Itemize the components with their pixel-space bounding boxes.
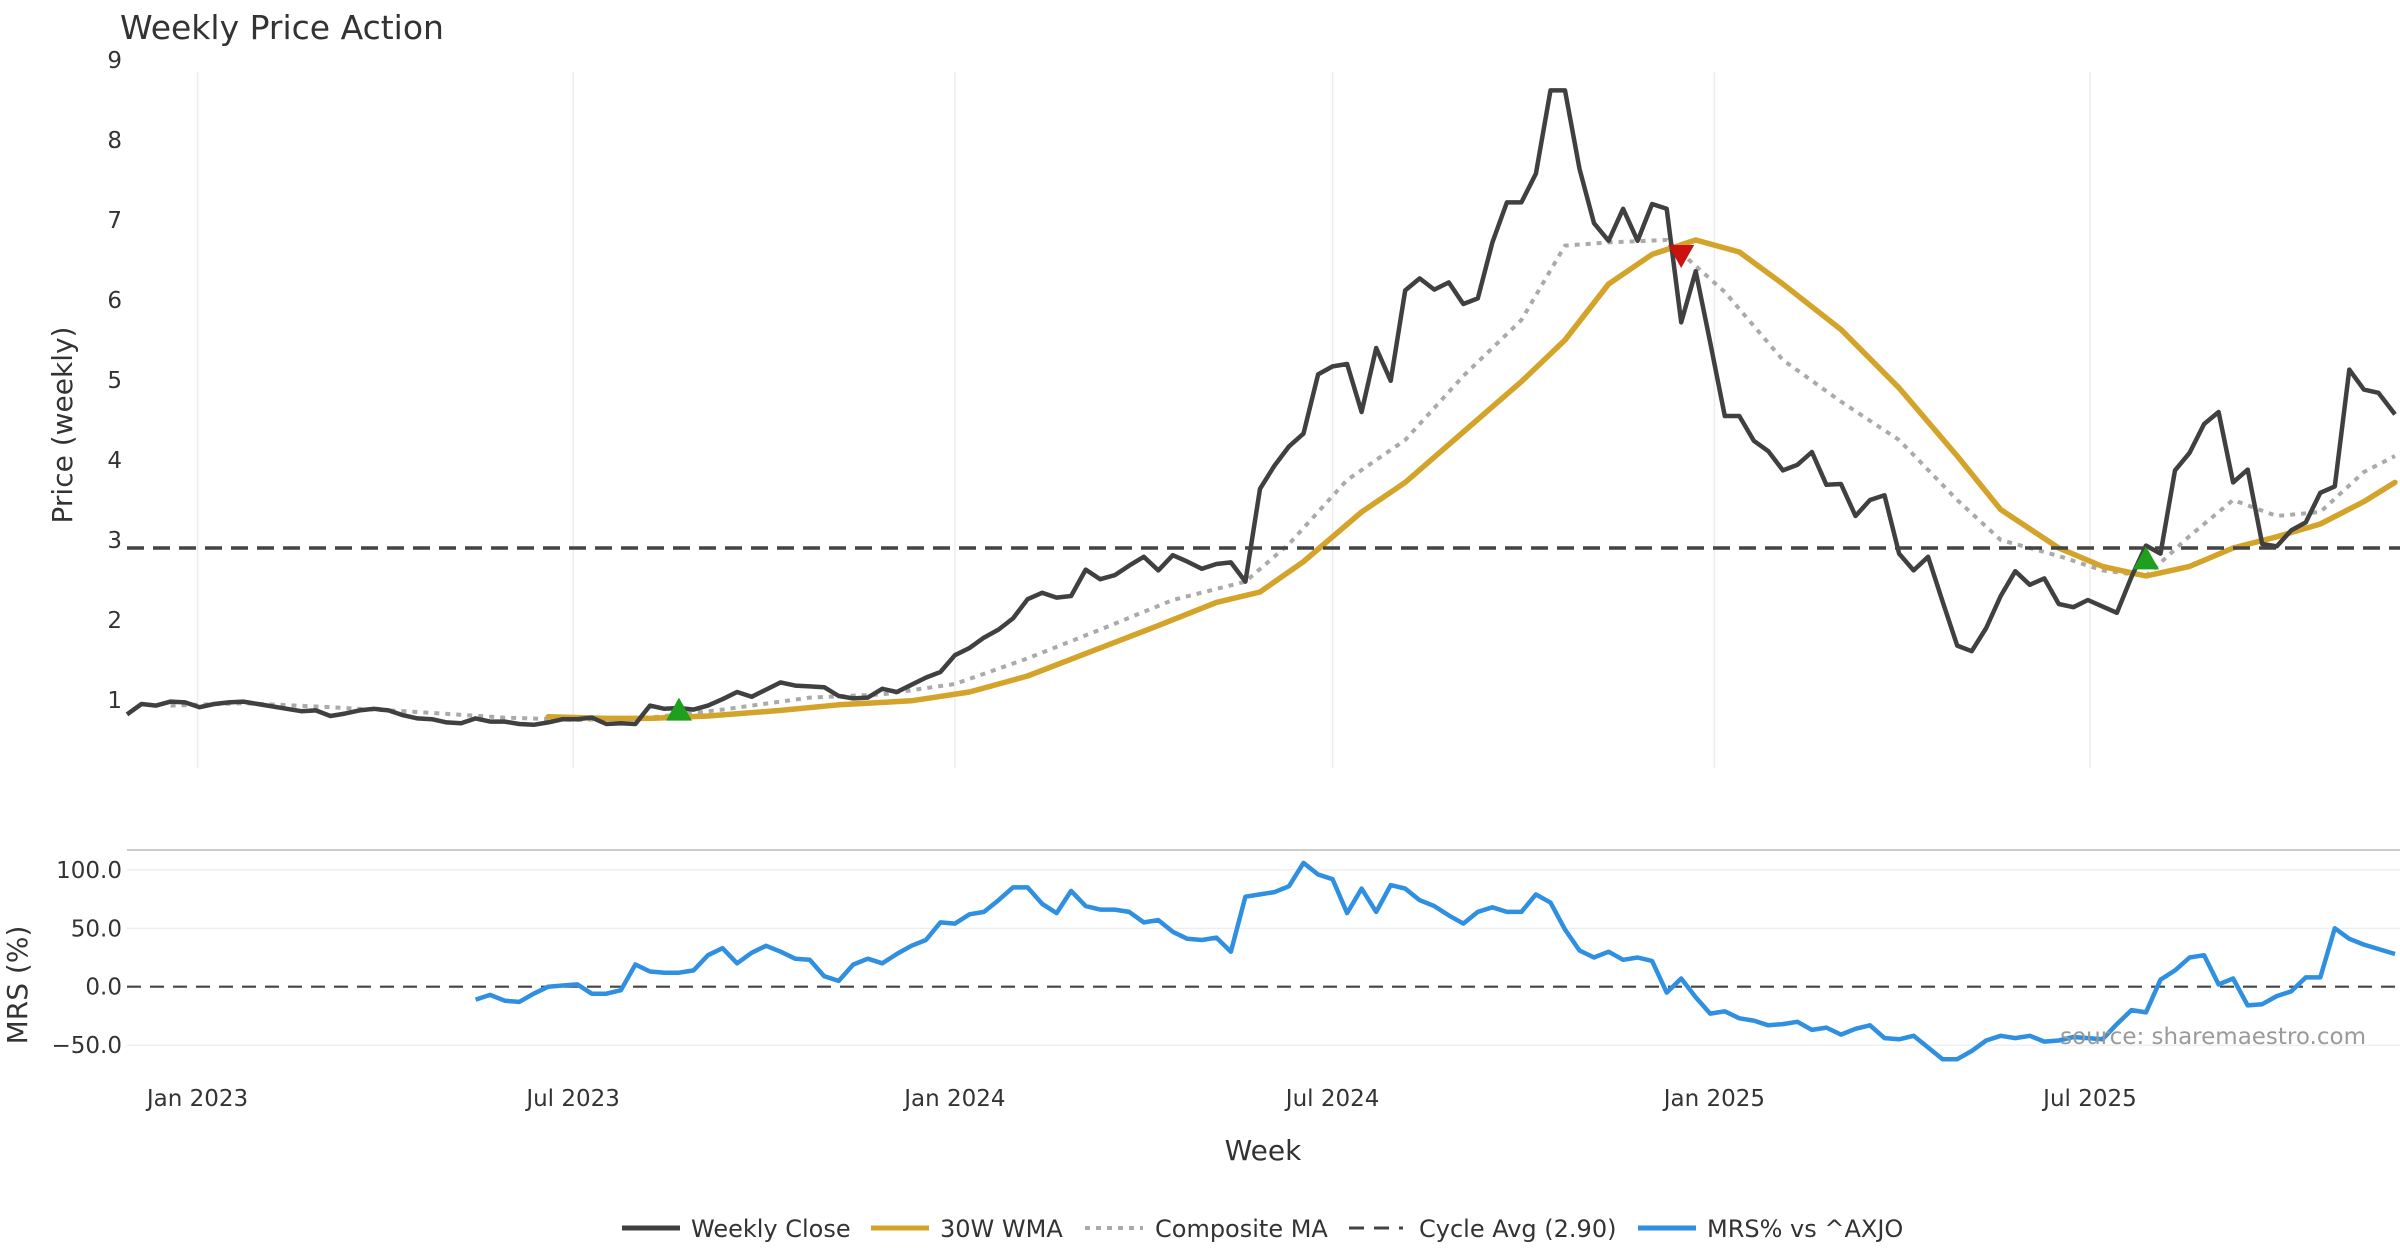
price-y-tick-label: 6 xyxy=(107,288,122,314)
price-y-tick-label: 2 xyxy=(107,608,122,634)
mrs-panel: 100.0 50.0 0.0 −50.0 Jan 2023 Jul 2023 Jan 202… xyxy=(52,849,2400,1112)
buy-signal-marker-0 xyxy=(665,697,692,721)
price-y-tick-label: 5 xyxy=(107,368,122,394)
buy-signal-marker-2 xyxy=(2132,546,2159,570)
legend-label: Composite MA xyxy=(1155,1215,1328,1243)
chart-title: Weekly Price Action xyxy=(120,8,444,47)
mrs-y-tick-label: −50.0 xyxy=(52,1033,122,1059)
composite-ma-line xyxy=(170,238,2396,722)
legend-item-wma: 30W WMA xyxy=(871,1215,1063,1243)
x-axis-title: Week xyxy=(1225,1134,1302,1167)
price-y-tick-label: 4 xyxy=(107,448,122,474)
mrs-y-tick-label: 100.0 xyxy=(56,858,122,884)
mrs-y-tick-label: 50.0 xyxy=(71,916,122,942)
weekly-close-line xyxy=(125,88,2397,728)
price-y-tick-label: 8 xyxy=(107,128,122,154)
x-tick-label: Jul 2025 xyxy=(2041,1086,2137,1112)
price-y-tick-label: 7 xyxy=(107,208,122,234)
x-tick-label: Jan 2023 xyxy=(145,1086,248,1112)
price-y-tick-label: 9 xyxy=(107,48,122,74)
legend-item-mrs: MRS% vs ^AXJO xyxy=(1638,1215,1903,1243)
mrs-y-axis-title: MRS (%) xyxy=(1,926,34,1045)
wma-30w-line xyxy=(545,237,2398,722)
x-tick-label: Jan 2025 xyxy=(1662,1086,1765,1112)
mrs-line xyxy=(474,860,2396,1062)
mrs-y-tick-label: 0.0 xyxy=(85,975,122,1001)
price-y-tick-label: 1 xyxy=(107,688,122,714)
price-panel: 1 2 3 4 5 6 7 8 9 xyxy=(107,48,2400,768)
price-y-tick-label: 3 xyxy=(107,528,122,554)
legend-label: 30W WMA xyxy=(940,1215,1063,1243)
legend-item-close: Weekly Close xyxy=(622,1215,851,1243)
source-watermark: source: sharemaestro.com xyxy=(2060,1024,2366,1050)
x-tick-label: Jan 2024 xyxy=(902,1086,1005,1112)
legend-label: MRS% vs ^AXJO xyxy=(1707,1215,1903,1243)
legend-label: Weekly Close xyxy=(691,1215,851,1243)
x-tick-label: Jul 2023 xyxy=(524,1086,620,1112)
legend-item-composite: Composite MA xyxy=(1085,1215,1328,1243)
legend-label: Cycle Avg (2.90) xyxy=(1419,1215,1616,1243)
price-y-axis-title: Price (weekly) xyxy=(46,327,79,524)
x-tick-label: Jul 2024 xyxy=(1284,1086,1380,1112)
legend: Weekly Close 30W WMA Composite MA Cycle Avg… xyxy=(622,1215,1903,1243)
sell-signal-marker-1 xyxy=(1668,245,1695,268)
legend-item-cycle: Cycle Avg (2.90) xyxy=(1349,1215,1616,1243)
